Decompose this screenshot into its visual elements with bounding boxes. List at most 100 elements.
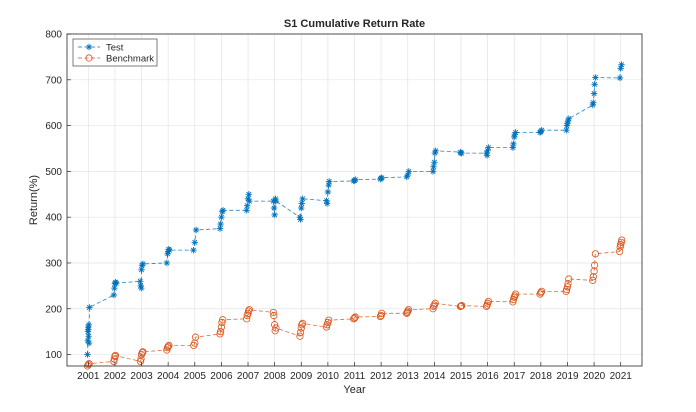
- x-tick-label: 2005: [184, 371, 207, 382]
- asterisk-stroke: [192, 239, 198, 245]
- y-tick-label: 100: [45, 350, 62, 361]
- test-point: [324, 188, 332, 196]
- asterisk-stroke: [566, 116, 572, 122]
- benchmark-point: [590, 267, 598, 275]
- benchmark-point: [245, 306, 253, 314]
- asterisk-stroke: [325, 189, 331, 195]
- test-point: [483, 152, 491, 159]
- test-point: [590, 99, 597, 106]
- test-point: [192, 226, 200, 234]
- benchmark-point: [563, 283, 572, 291]
- legend-label-benchmark: Benchmark: [106, 54, 154, 65]
- benchmark-point: [537, 289, 545, 297]
- asterisk-stroke: [510, 141, 516, 147]
- asterisk-stroke: [300, 196, 306, 202]
- asterisk-stroke: [86, 333, 92, 339]
- test-point: [243, 207, 250, 214]
- benchmark-point: [297, 324, 305, 332]
- asterisk-stroke: [326, 178, 332, 185]
- x-tick-label: 2001: [77, 371, 100, 382]
- test-point: [113, 279, 120, 287]
- chart-title: S1 Cumulative Return Rate: [284, 18, 425, 30]
- x-tick-label: 2006: [210, 371, 233, 382]
- asterisk-stroke: [485, 148, 491, 154]
- benchmark-point: [298, 319, 307, 328]
- test-point: [219, 207, 227, 214]
- benchmark-point: [272, 324, 280, 332]
- test-point: [86, 304, 93, 311]
- x-axis-label: Year: [343, 384, 366, 396]
- test-point: [270, 204, 278, 212]
- asterisk-stroke: [271, 205, 277, 211]
- test-point: [163, 259, 171, 267]
- benchmark-point: [219, 316, 227, 324]
- benchmark-point: [271, 321, 279, 329]
- test-point: [458, 149, 465, 157]
- legend-label-test: Test: [106, 43, 124, 54]
- benchmark-point: [111, 351, 120, 360]
- benchmark-point: [351, 313, 359, 321]
- test-point: [111, 284, 118, 292]
- benchmark-point: [458, 301, 466, 310]
- test-line: [87, 64, 622, 355]
- benchmark-point: [271, 327, 279, 335]
- benchmark-line: [87, 239, 623, 367]
- x-tick-label: 2016: [476, 371, 499, 382]
- asterisk-stroke: [113, 280, 119, 286]
- asterisk-stroke: [298, 205, 304, 211]
- asterisk-stroke: [406, 168, 412, 174]
- x-tick-label: 2012: [370, 371, 393, 382]
- benchmark-point: [511, 290, 520, 298]
- asterisk-stroke: [618, 62, 625, 68]
- test-point: [191, 239, 198, 246]
- x-tick-label: 2018: [530, 371, 553, 382]
- x-tick-label: 2020: [583, 371, 606, 382]
- test-point: [326, 178, 333, 185]
- test-point: [405, 168, 413, 175]
- x-tick-label: 2010: [317, 371, 340, 382]
- benchmark-point: [591, 250, 600, 258]
- test-point: [510, 140, 517, 148]
- test-point: [138, 284, 145, 292]
- benchmark-point: [269, 308, 277, 317]
- asterisk-stroke: [164, 260, 170, 266]
- asterisk-stroke: [86, 44, 92, 50]
- test-point: [298, 204, 305, 212]
- x-tick-label: 2007: [237, 371, 260, 382]
- x-tick-label: 2021: [610, 371, 633, 382]
- asterisk-stroke: [323, 198, 330, 204]
- benchmark-point: [85, 360, 93, 368]
- asterisk-stroke: [431, 164, 437, 170]
- test-point: [299, 195, 306, 203]
- asterisk-stroke: [111, 292, 117, 298]
- legend-marker-benchmark: [85, 54, 93, 62]
- test-point: [618, 61, 625, 68]
- test-point: [511, 131, 518, 138]
- x-tick-label: 2019: [556, 371, 579, 382]
- asterisk-stroke: [85, 326, 91, 332]
- test-point: [616, 74, 624, 82]
- test-point: [565, 115, 572, 122]
- benchmark-point: [565, 275, 573, 283]
- test-point: [166, 246, 173, 254]
- asterisk-stroke: [297, 216, 304, 223]
- asterisk-stroke: [190, 247, 197, 253]
- legend-entry-test: Test: [78, 43, 124, 54]
- asterisk-stroke: [86, 340, 92, 346]
- benchmark-point: [164, 342, 172, 350]
- y-axis-label: Return(%): [28, 175, 40, 225]
- benchmark-point: [296, 332, 304, 340]
- test-point: [430, 163, 437, 170]
- benchmark-point: [616, 247, 624, 256]
- test-point: [589, 101, 596, 109]
- test-point: [590, 90, 598, 97]
- y-tick-label: 200: [45, 304, 62, 315]
- asterisk-stroke: [217, 226, 223, 232]
- asterisk-stroke: [246, 198, 252, 204]
- test-point: [138, 266, 145, 274]
- test-point: [617, 65, 624, 72]
- asterisk-stroke: [272, 196, 278, 202]
- benchmark-point: [538, 287, 546, 295]
- y-tick-label: 800: [45, 30, 62, 41]
